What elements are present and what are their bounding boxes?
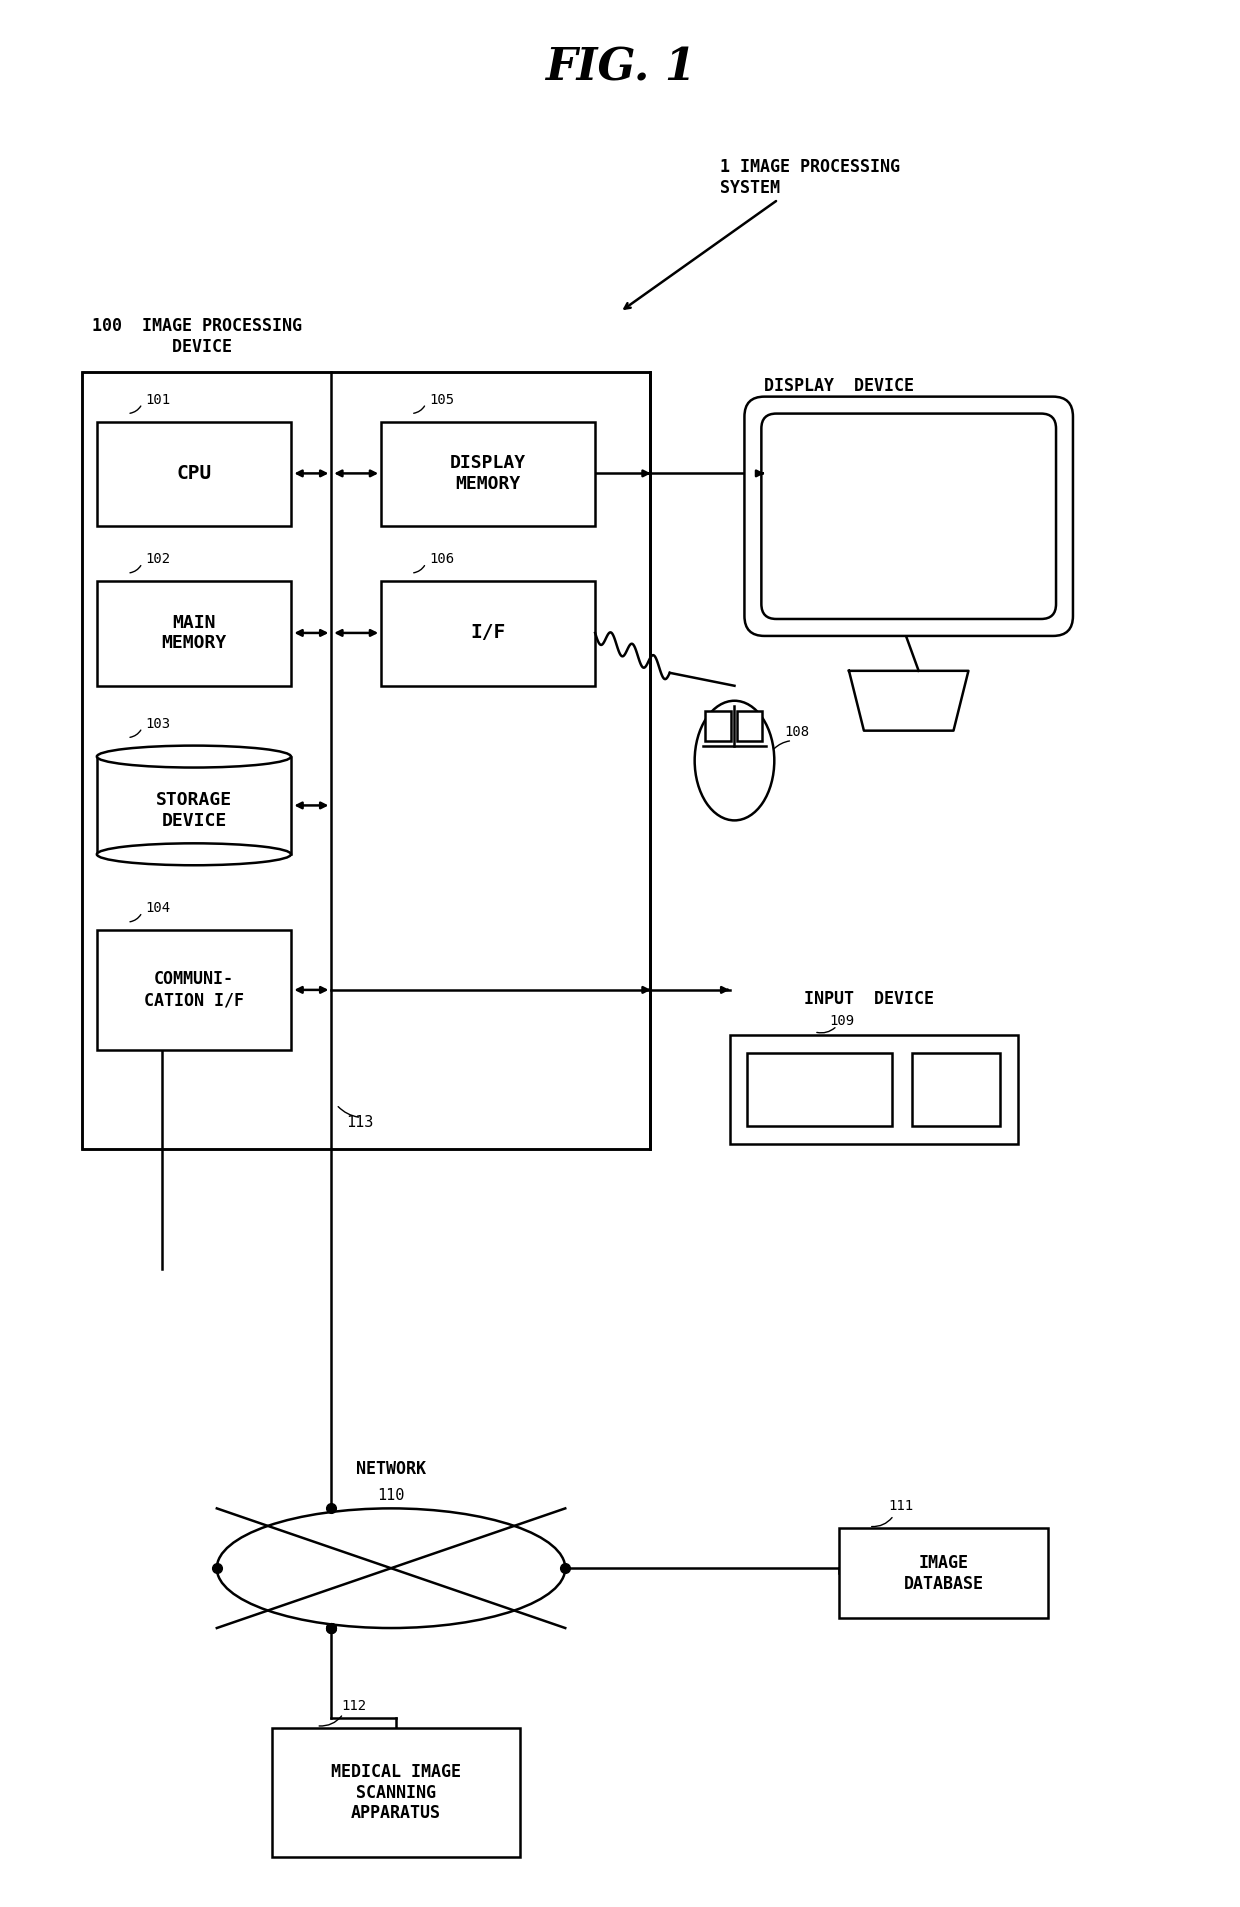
Text: IMAGE
DATABASE: IMAGE DATABASE: [904, 1554, 983, 1592]
Text: 105: 105: [429, 393, 454, 406]
Bar: [738, 711, 763, 740]
Bar: [729, 1036, 1018, 1144]
Text: CPU: CPU: [176, 463, 212, 482]
Text: DISPLAY  DEVICE: DISPLAY DEVICE: [764, 378, 914, 395]
Bar: [98, 582, 291, 687]
Bar: [839, 1528, 1048, 1617]
Text: 101: 101: [145, 393, 170, 406]
Text: 110: 110: [377, 1487, 404, 1503]
FancyBboxPatch shape: [744, 397, 1073, 635]
Text: 108: 108: [784, 725, 810, 738]
Text: 106: 106: [429, 553, 454, 566]
Text: FIG. 1: FIG. 1: [544, 46, 696, 90]
Bar: [82, 372, 650, 1150]
Text: 113: 113: [346, 1114, 373, 1129]
Ellipse shape: [97, 843, 291, 866]
Text: 109: 109: [830, 1015, 854, 1028]
Text: 112: 112: [341, 1699, 366, 1712]
Text: STORAGE
DEVICE: STORAGE DEVICE: [156, 791, 232, 830]
Text: DISPLAY
MEMORY: DISPLAY MEMORY: [450, 454, 526, 492]
Bar: [381, 582, 595, 687]
Text: 111: 111: [889, 1499, 914, 1514]
Ellipse shape: [694, 700, 774, 820]
Text: COMMUNI-
CATION I/F: COMMUNI- CATION I/F: [144, 971, 244, 1009]
Text: 104: 104: [145, 902, 170, 915]
Text: I/F: I/F: [470, 624, 505, 643]
Text: 107: 107: [844, 397, 869, 412]
Text: 1 IMAGE PROCESSING
SYSTEM: 1 IMAGE PROCESSING SYSTEM: [625, 158, 899, 309]
Bar: [272, 1728, 521, 1857]
Bar: [911, 1053, 1001, 1127]
Text: INPUT  DEVICE: INPUT DEVICE: [804, 990, 934, 1009]
Text: MAIN
MEMORY: MAIN MEMORY: [161, 614, 227, 652]
Bar: [98, 421, 291, 526]
Ellipse shape: [97, 746, 291, 767]
Text: 103: 103: [145, 717, 170, 730]
Text: MEDICAL IMAGE
SCANNING
APPARATUS: MEDICAL IMAGE SCANNING APPARATUS: [331, 1762, 461, 1823]
Text: 102: 102: [145, 553, 170, 566]
Ellipse shape: [217, 1508, 565, 1629]
Bar: [704, 711, 732, 740]
Text: 100  IMAGE PROCESSING
        DEVICE: 100 IMAGE PROCESSING DEVICE: [92, 317, 303, 357]
FancyBboxPatch shape: [761, 414, 1056, 620]
Text: NETWORK: NETWORK: [356, 1461, 427, 1478]
Bar: [748, 1053, 892, 1127]
Bar: [82, 372, 650, 1150]
Bar: [98, 931, 291, 1049]
Bar: [381, 421, 595, 526]
Bar: [98, 757, 291, 854]
